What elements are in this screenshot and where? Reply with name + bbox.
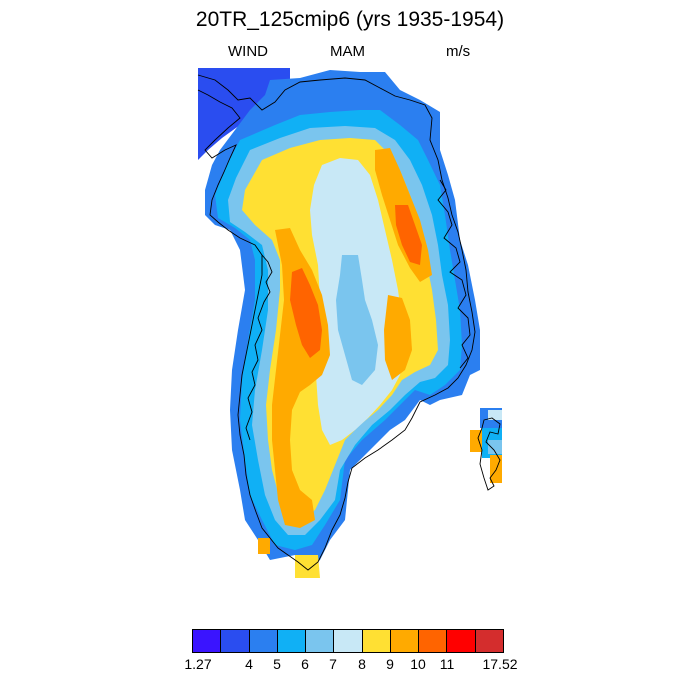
colorbar-box bbox=[419, 630, 448, 652]
colorbar-box bbox=[193, 630, 222, 652]
field-west-red bbox=[290, 268, 322, 358]
coastline-west-fjords bbox=[245, 254, 273, 441]
colorbar-box bbox=[221, 630, 250, 652]
colorbar bbox=[192, 629, 504, 653]
field-core-blue bbox=[336, 255, 378, 385]
colorbar-tick-label: 7 bbox=[329, 656, 337, 672]
field-sw-spot bbox=[258, 538, 270, 554]
coastline-main bbox=[197, 74, 476, 571]
coastline bbox=[197, 74, 501, 571]
field-island-d bbox=[488, 440, 502, 454]
colorbar-tick-label: 5 bbox=[273, 656, 281, 672]
colorbar-box bbox=[277, 630, 307, 652]
colorbar-tick-label: 11 bbox=[439, 656, 455, 672]
field-east-orange-lower bbox=[384, 295, 412, 380]
colorbar-tick-label: 8 bbox=[358, 656, 366, 672]
colorbar-tick-label: 9 bbox=[386, 656, 394, 672]
coastline-island bbox=[477, 417, 501, 491]
colorbar-box bbox=[249, 630, 278, 652]
colorbar-box bbox=[447, 630, 476, 652]
colorbar-box bbox=[390, 630, 420, 652]
colorbar-box bbox=[334, 630, 363, 652]
wind-field bbox=[198, 68, 502, 578]
colorbar-box bbox=[362, 630, 391, 652]
colorbar-tick-label: 10 bbox=[410, 656, 426, 672]
variable-label: WIND bbox=[228, 43, 268, 60]
map-title: 20TR_125cmip6 (yrs 1935-1954) bbox=[195, 8, 505, 31]
colorbar-tick-label: 1.27 bbox=[184, 656, 212, 672]
field-south-tip bbox=[295, 555, 320, 578]
season-label: MAM bbox=[330, 43, 365, 60]
colorbar-box bbox=[306, 630, 335, 652]
colorbar-tick-label: 4 bbox=[245, 656, 253, 672]
coastline-east-fjords bbox=[437, 179, 471, 369]
colorbar-tick-label: 6 bbox=[301, 656, 309, 672]
units-label: m/s bbox=[446, 43, 471, 60]
field-island-f bbox=[488, 410, 502, 420]
colorbar-box bbox=[475, 630, 503, 652]
colorbar-tick-label: 17.52 bbox=[482, 656, 518, 672]
field-east-red bbox=[395, 205, 422, 265]
